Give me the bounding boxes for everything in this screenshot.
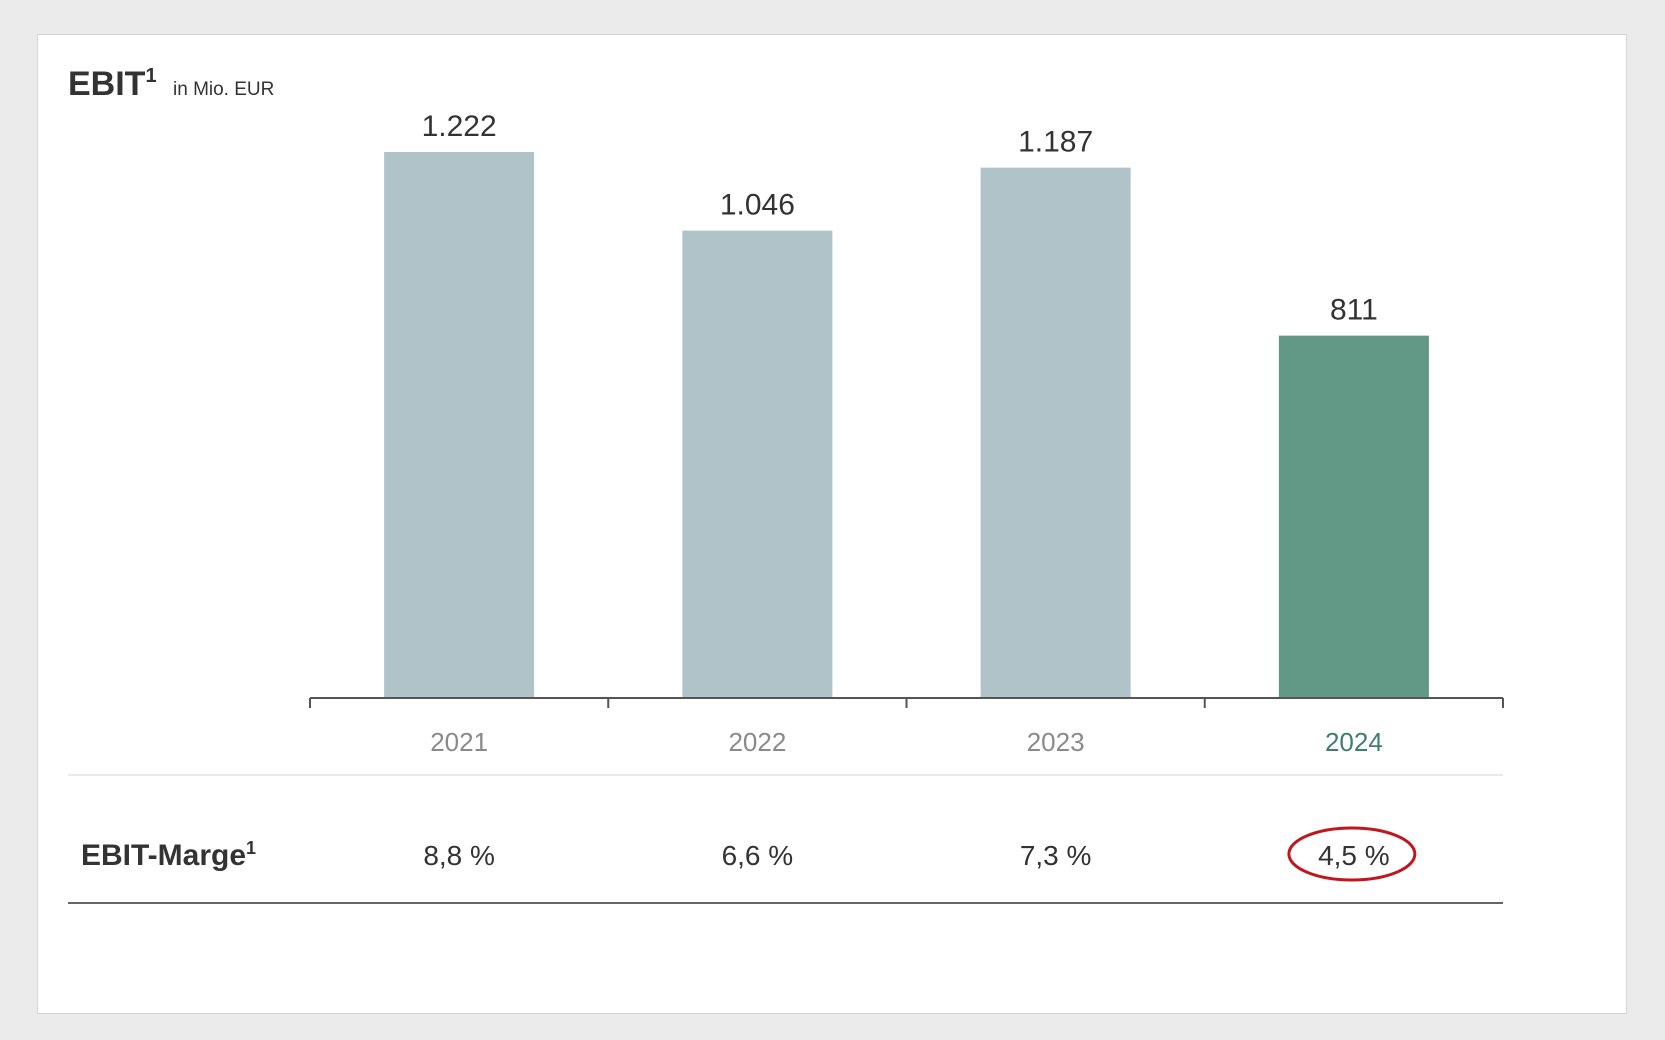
margin-value-2022: 6,6 % [722,840,794,871]
chart-card: EBIT1 in Mio. EUR 1.222 1.046 1.187 811 202… [37,34,1627,1014]
highlight-circle [1287,826,1417,882]
bar-2024 [1278,335,1429,698]
margin-value-2024: 4,5 % [1318,840,1390,871]
margin-value-2023: 7,3 % [1020,840,1092,871]
x-axis: 2021 2022 2023 2024 [309,697,1504,757]
tick-label-2021: 2021 [430,727,488,757]
tick-label-2022: 2022 [728,727,786,757]
bar-2021 [384,152,535,698]
bars-group: 1.222 1.046 1.187 811 [384,110,1429,698]
margin-row-label: EBIT-Marge1 [81,838,256,872]
margin-values: 8,8 % 6,6 % 7,3 % 4,5 % [423,826,1417,882]
value-label-2023: 1.187 [1018,126,1093,159]
chart-title-text: EBIT [68,65,146,103]
chart-title: EBIT1 [68,65,157,103]
value-label-2022: 1.046 [720,189,795,222]
chart-title-superscript: 1 [145,65,156,87]
tick-label-2024: 2024 [1325,727,1383,757]
margin-row-label-text: EBIT-Marge [81,839,246,872]
margin-value-2021: 8,8 % [423,840,495,871]
value-label-2024: 811 [1330,294,1378,327]
bar-2022 [682,230,833,698]
unit-label: in Mio. EUR [173,79,274,100]
bar-2023 [980,167,1131,698]
value-label-2021: 1.222 [422,110,497,143]
margin-row-label-superscript: 1 [246,838,256,858]
tick-label-2023: 2023 [1027,727,1085,757]
